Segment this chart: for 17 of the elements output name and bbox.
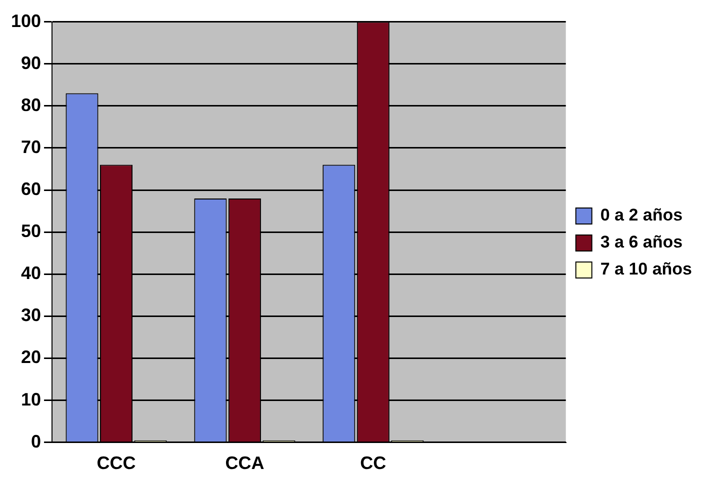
y-tick-label: 10 [21,389,42,410]
y-tick-label: 40 [21,263,42,284]
y-tick-label: 20 [21,347,42,368]
y-tick-label: 70 [21,136,42,157]
y-tick-label: 80 [21,94,42,115]
y-tick-label: 0 [31,431,42,452]
legend-label: 7 a 10 años [600,260,692,279]
legend-label: 0 a 2 años [600,206,683,225]
y-tick-label: 30 [21,305,42,326]
legend-label: 3 a 6 años [600,232,683,252]
y-tick-label: 90 [21,52,42,73]
y-tick-label: 50 [21,221,42,242]
x-tick-label: CC [360,453,386,474]
x-tick-label: CCC [96,453,136,474]
y-tick-label: 100 [10,10,42,31]
y-tick-label: 60 [21,179,42,200]
x-tick-label: CCA [225,453,264,474]
